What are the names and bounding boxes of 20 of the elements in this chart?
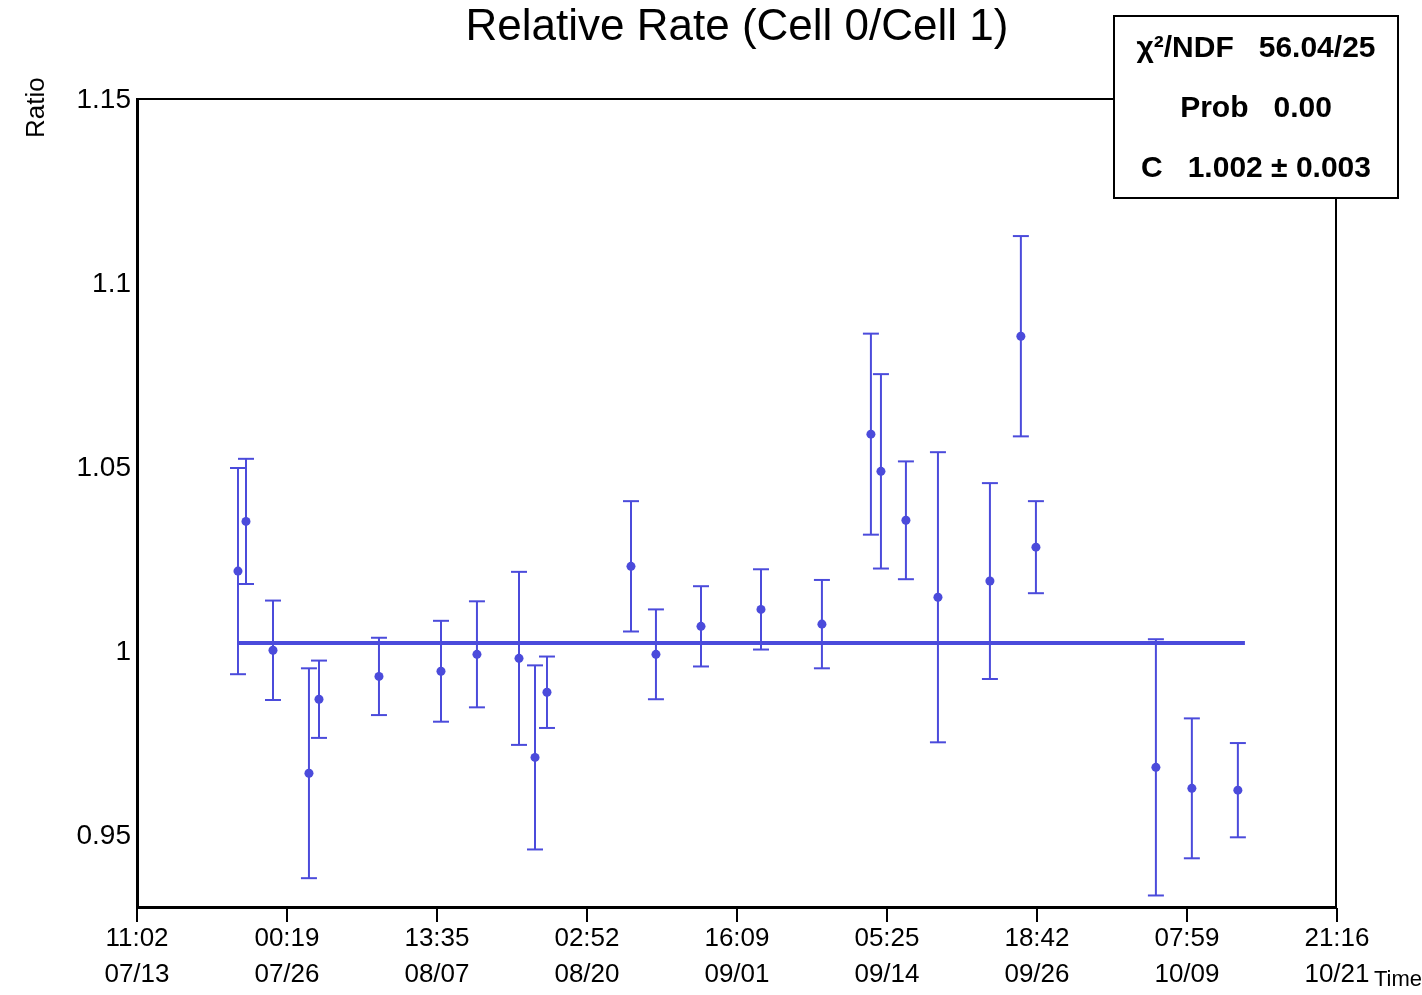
x-tick-label: 21:16 10/21 <box>1304 922 1370 988</box>
x-tick-label: 05:25 09/14 <box>854 922 920 988</box>
y-axis-title: Ratio <box>20 77 51 138</box>
y-tick-label: 0.95 <box>76 819 131 851</box>
annotation: Prob 0.00 <box>1180 90 1332 124</box>
x-tick-label: 13:35 08/07 <box>404 922 470 988</box>
x-tick-label: 07:59 10/09 <box>1154 922 1220 988</box>
chart-title: Relative Rate (Cell 0/Cell 1) <box>465 0 1009 49</box>
y-tick-label: 1.15 <box>76 82 131 114</box>
x-tick-label: 11:02 07/13 <box>104 922 170 988</box>
y-tick-label: 1.1 <box>92 267 131 299</box>
x-axis-title: Time <box>1373 966 1422 992</box>
x-tick-label: 18:42 09/26 <box>1004 922 1070 988</box>
annotation: C 1.002 ± 0.003 <box>1141 150 1371 184</box>
text: χ²/NDF 56.04/25 <box>1136 30 1376 64</box>
x-tick-label: 02:52 08/20 <box>554 922 620 988</box>
y-tick-label: 1 <box>115 635 131 667</box>
x-tick-label: 16:09 09/01 <box>704 922 770 988</box>
x-tick-label: 00:19 07/26 <box>254 922 320 988</box>
y-tick-label: 1.05 <box>76 451 131 483</box>
